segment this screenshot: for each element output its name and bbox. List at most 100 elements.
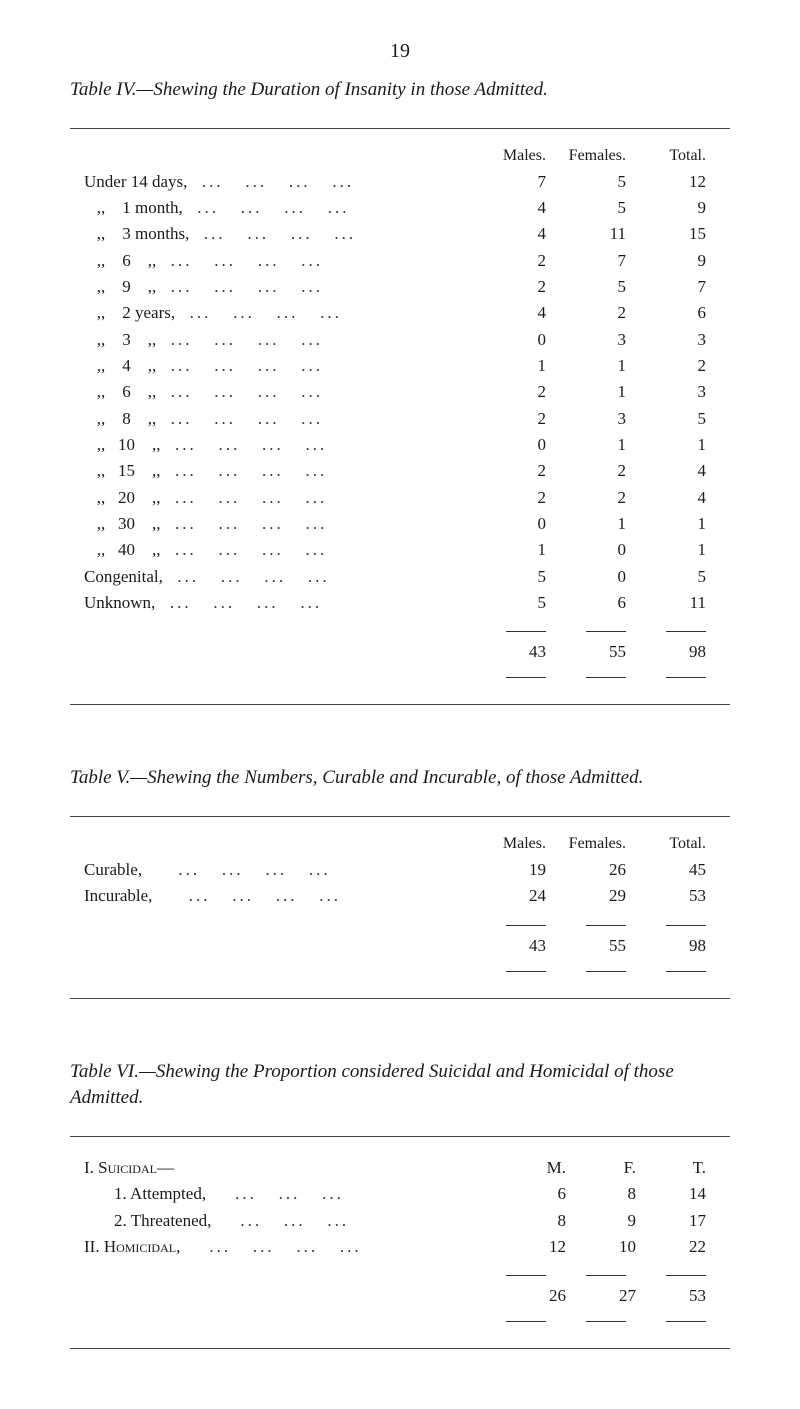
row-label: Congenital, ... ... ... ... <box>84 564 476 590</box>
cell-total: 3 <box>636 379 716 405</box>
page-number: 19 <box>70 40 730 63</box>
table4-total-males: 43 <box>476 642 556 662</box>
table5: Males. Females. Total. Curable, ... ... … <box>70 816 730 999</box>
cell-total: 12 <box>636 169 716 195</box>
cell-males: 2 <box>476 458 556 484</box>
row-label: ,, 15 ,, ... ... ... ... <box>84 458 476 484</box>
table4-title: Table IV.—Shewing the Duration of Insani… <box>70 77 730 104</box>
cell-females: 5 <box>556 195 636 221</box>
table5-header: Males. Females. Total. <box>84 835 716 853</box>
row-label: ,, 4 ,, ... ... ... ... <box>84 353 476 379</box>
cell-total: 1 <box>636 537 716 563</box>
table6-total-m: 26 <box>506 1286 576 1306</box>
table5-totals: 43 55 98 <box>84 936 716 956</box>
row-label: Curable, ... ... ... ... <box>84 857 476 883</box>
table6-section1: I. Suicidal— M. F. T. <box>84 1155 716 1181</box>
table6: I. Suicidal— M. F. T. 1. Attempted, ... … <box>70 1136 730 1349</box>
cell-males: 24 <box>476 883 556 909</box>
table4-h-total: Total. <box>636 147 716 165</box>
table-row: Under 14 days, ... ... ... ...7512 <box>84 169 716 195</box>
cell-total: 4 <box>636 485 716 511</box>
cell-total: 53 <box>636 883 716 909</box>
cell-total: 6 <box>636 300 716 326</box>
cell-males: 4 <box>476 221 556 247</box>
table5-total-total: 98 <box>636 936 716 956</box>
cell-males: 2 <box>476 248 556 274</box>
row-label: Unknown, ... ... ... ... <box>84 590 476 616</box>
row-label: ,, 9 ,, ... ... ... ... <box>84 274 476 300</box>
table-row: ,, 30 ,, ... ... ... ...011 <box>84 511 716 537</box>
cell-males: 2 <box>476 485 556 511</box>
cell-females: 1 <box>556 353 636 379</box>
row-label: ,, 10 ,, ... ... ... ... <box>84 432 476 458</box>
table6-h-f: F. <box>576 1155 646 1181</box>
cell-males: 2 <box>476 406 556 432</box>
cell-total: 5 <box>636 564 716 590</box>
cell-total: 3 <box>636 327 716 353</box>
table5-h-total: Total. <box>636 835 716 853</box>
row-label: 1. Attempted, ... ... ... <box>84 1181 506 1207</box>
table-row: ,, 15 ,, ... ... ... ...224 <box>84 458 716 484</box>
table4-total-females: 55 <box>556 642 636 662</box>
row-label: ,, 6 ,, ... ... ... ... <box>84 248 476 274</box>
row-label: ,, 30 ,, ... ... ... ... <box>84 511 476 537</box>
table4-h-males: Males. <box>476 147 556 165</box>
cell-total: 1 <box>636 511 716 537</box>
row-label: ,, 3 ,, ... ... ... ... <box>84 327 476 353</box>
table-row: ,, 6 ,, ... ... ... ...213 <box>84 379 716 405</box>
cell-total: 7 <box>636 274 716 300</box>
table4-title-prefix: Table IV.— <box>70 79 153 100</box>
cell-males: 4 <box>476 300 556 326</box>
cell-females: 6 <box>556 590 636 616</box>
table4-title-body: Shewing the Duration of Insanity in thos… <box>153 79 547 100</box>
row-label: ,, 2 years, ... ... ... ... <box>84 300 476 326</box>
cell-females: 2 <box>556 485 636 511</box>
cell-females: 2 <box>556 458 636 484</box>
cell-males: 7 <box>476 169 556 195</box>
table5-title: Table V.—Shewing the Numbers, Curable an… <box>70 765 730 792</box>
row-label: ,, 1 month, ... ... ... ... <box>84 195 476 221</box>
cell-females: 5 <box>556 169 636 195</box>
cell-females: 0 <box>556 564 636 590</box>
table6-s2-f: 10 <box>576 1234 646 1260</box>
cell-total: 4 <box>636 458 716 484</box>
cell-females: 0 <box>556 537 636 563</box>
cell-females: 11 <box>556 221 636 247</box>
row-label: ,, 8 ,, ... ... ... ... <box>84 406 476 432</box>
cell-females: 7 <box>556 248 636 274</box>
cell-females: 29 <box>556 883 636 909</box>
table6-title-body: Shewing the Proportion considered Suicid… <box>70 1061 674 1109</box>
cell-males: 4 <box>476 195 556 221</box>
table-row: Congenital, ... ... ... ...505 <box>84 564 716 590</box>
cell-males: 5 <box>476 564 556 590</box>
table4-header: Males. Females. Total. <box>84 147 716 165</box>
table-row: ,, 2 years, ... ... ... ...426 <box>84 300 716 326</box>
table6-h-m: M. <box>506 1155 576 1181</box>
cell-females: 26 <box>556 857 636 883</box>
row-label: ,, 6 ,, ... ... ... ... <box>84 379 476 405</box>
cell-males: 1 <box>476 353 556 379</box>
row-label: Under 14 days, ... ... ... ... <box>84 169 476 195</box>
table5-total-females: 55 <box>556 936 636 956</box>
row-label: ,, 40 ,, ... ... ... ... <box>84 537 476 563</box>
table-row: 1. Attempted, ... ... ...6814 <box>84 1181 716 1207</box>
table5-total-males: 43 <box>476 936 556 956</box>
table-row: ,, 9 ,, ... ... ... ...257 <box>84 274 716 300</box>
cell-females: 3 <box>556 327 636 353</box>
cell-males: 0 <box>476 432 556 458</box>
cell-total: 1 <box>636 432 716 458</box>
cell-females: 2 <box>556 300 636 326</box>
cell-total: 5 <box>636 406 716 432</box>
cell-t: 14 <box>646 1181 716 1207</box>
table-row: ,, 3 months, ... ... ... ...41115 <box>84 221 716 247</box>
table6-section1-label: I. Suicidal— <box>84 1158 174 1177</box>
cell-males: 5 <box>476 590 556 616</box>
table5-h-females: Females. <box>556 835 636 853</box>
row-label: ,, 20 ,, ... ... ... ... <box>84 485 476 511</box>
cell-males: 0 <box>476 511 556 537</box>
table6-s2-t: 22 <box>646 1234 716 1260</box>
table-row: 2. Threatened, ... ... ...8917 <box>84 1208 716 1234</box>
cell-females: 3 <box>556 406 636 432</box>
table6-totals: 26 27 53 <box>84 1286 716 1306</box>
table6-title-prefix: Table VI.— <box>70 1061 156 1082</box>
